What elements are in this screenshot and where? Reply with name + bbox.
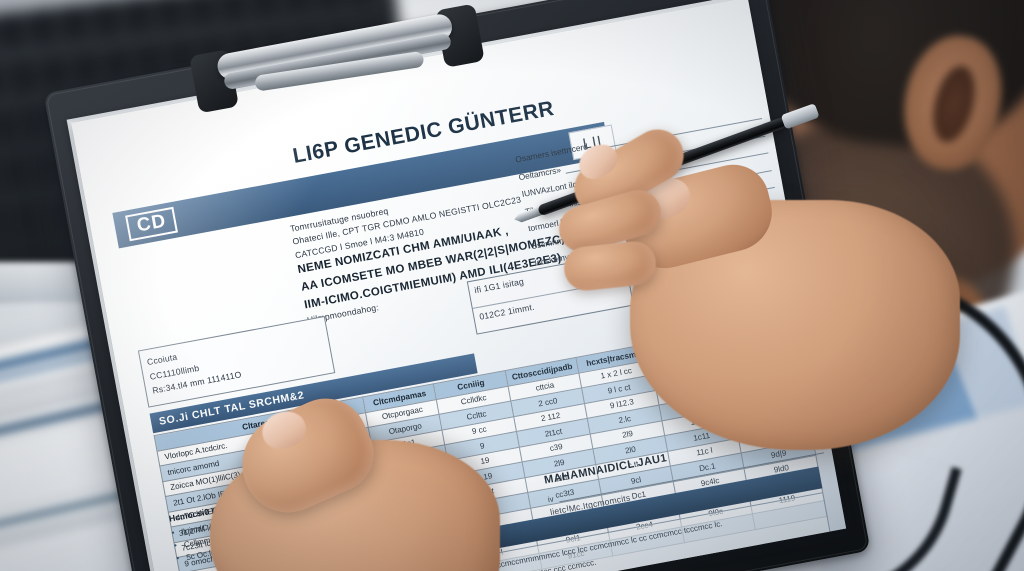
cd-logo: CD: [124, 206, 179, 242]
field-label: Oeltamcrs»: [517, 164, 562, 182]
left-hand: [210, 385, 510, 571]
right-hand: [553, 119, 960, 450]
signature-prefix: iv: [547, 494, 555, 505]
